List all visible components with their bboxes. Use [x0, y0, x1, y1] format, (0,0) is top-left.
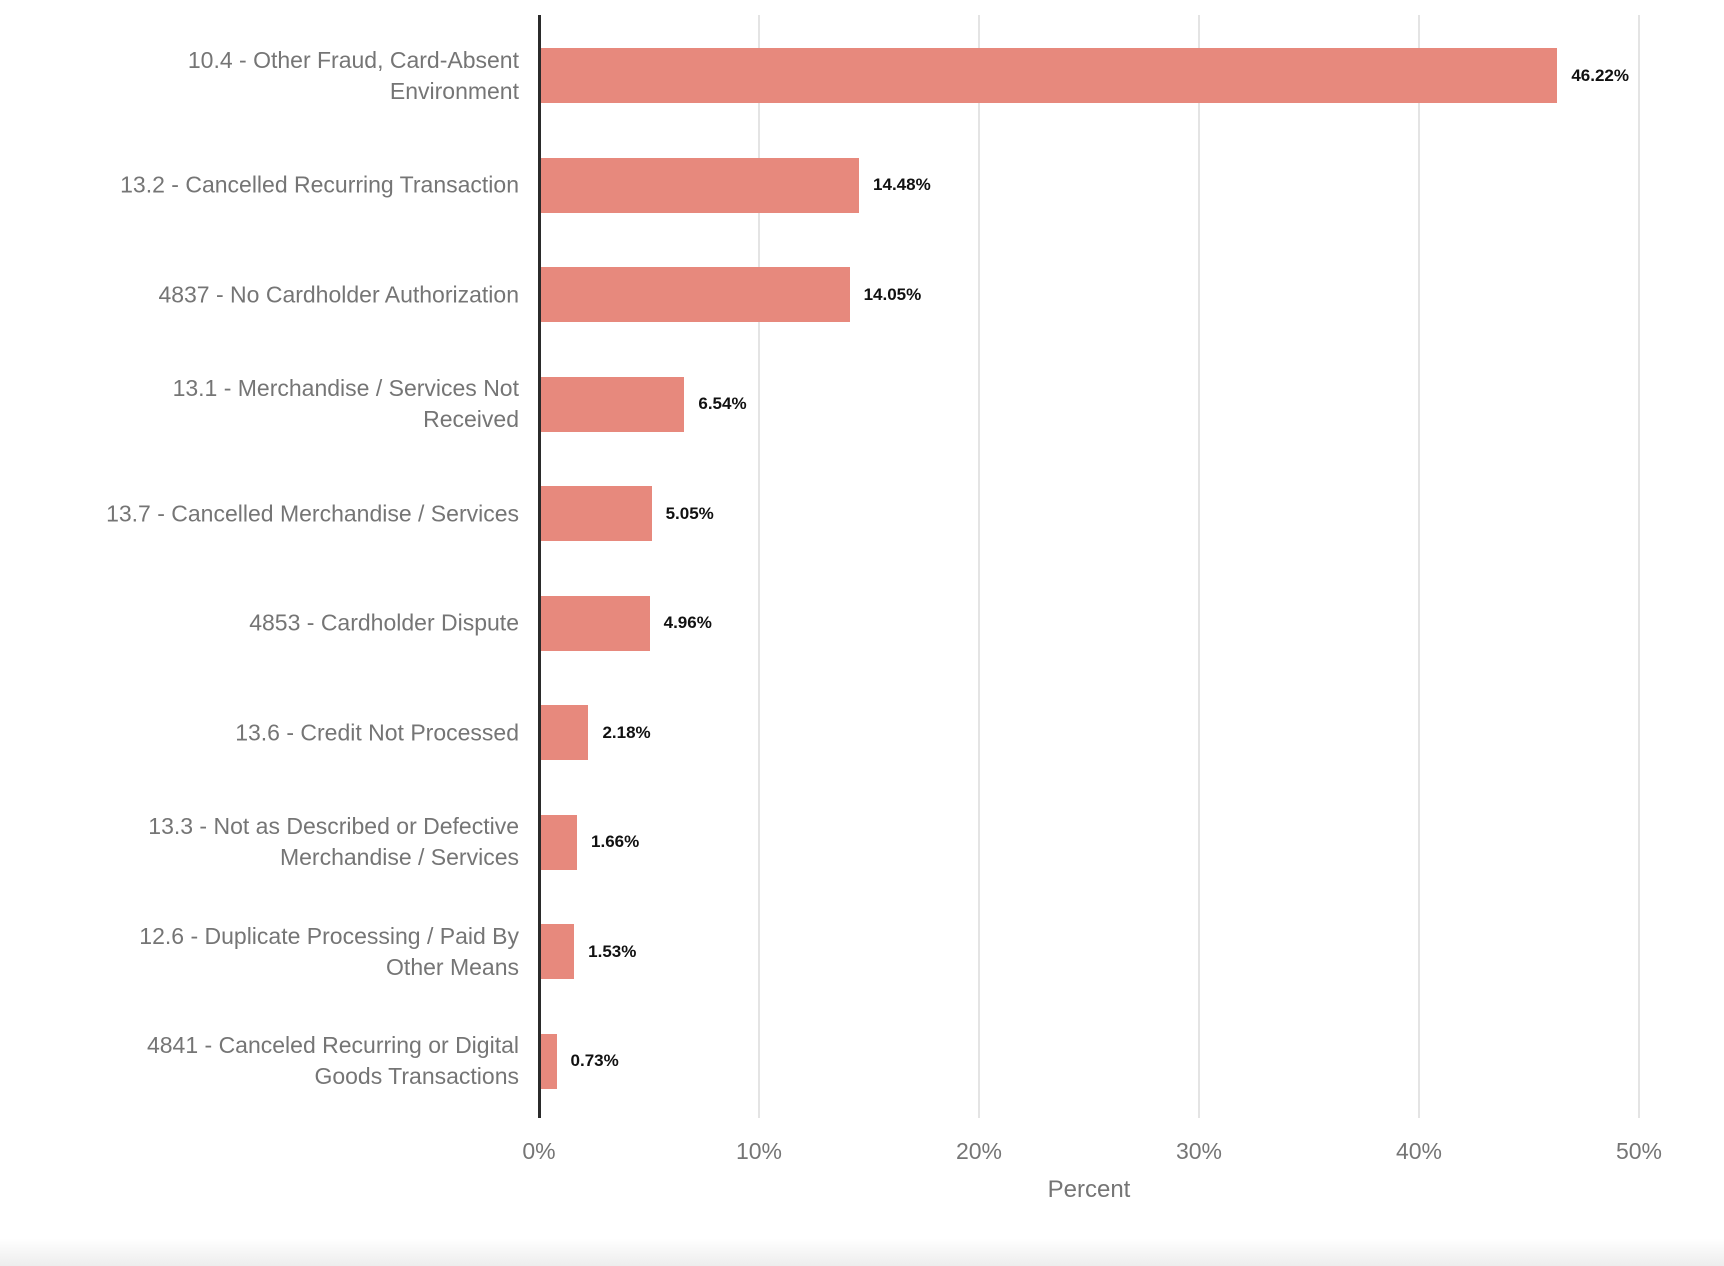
bar	[540, 486, 652, 541]
bar	[540, 376, 685, 432]
x-tick-label: 20%	[955, 1138, 1003, 1164]
x-gridline	[1638, 15, 1640, 1118]
category-label: 13.7 - Cancelled Merchandise / Services	[106, 500, 519, 526]
bar-value-label: 4.96%	[663, 613, 712, 632]
category-label: 13.1 - Merchandise / Services Not Receiv…	[172, 375, 519, 432]
x-tick-label: 50%	[1615, 1138, 1663, 1164]
category-label: 4837 - No Cardholder Authorization	[158, 281, 519, 307]
bar	[540, 157, 860, 213]
page-bottom-edge	[0, 1238, 1724, 1266]
category-label: 4841 - Canceled Recurring or Digital Goo…	[146, 1032, 519, 1089]
bar	[540, 267, 850, 322]
x-gridline	[978, 15, 980, 1118]
bar	[540, 814, 578, 870]
bar-value-label: 0.73%	[570, 1051, 619, 1070]
category-label: 4853 - Cardholder Dispute	[249, 609, 519, 636]
bar-value-label: 14.05%	[863, 284, 922, 304]
x-tick-label: 40%	[1395, 1138, 1443, 1164]
x-axis-title: Percent	[1047, 1176, 1131, 1203]
category-label: 10.4 - Other Fraud, Card-Absent Environm…	[187, 46, 519, 104]
bar	[540, 595, 650, 651]
bar-value-label: 6.54%	[698, 394, 747, 413]
x-tick-label: 30%	[1175, 1138, 1223, 1164]
y-axis-line	[537, 15, 541, 1118]
bar-value-label: 1.66%	[591, 832, 640, 851]
x-gridline	[758, 15, 760, 1118]
x-tick-label: 10%	[735, 1138, 783, 1164]
bar-value-label: 2.18%	[602, 722, 651, 742]
bar-value-label: 46.22%	[1571, 65, 1629, 85]
bar-value-label: 5.05%	[665, 503, 714, 523]
bar-value-label: 14.48%	[873, 175, 931, 194]
x-tick-label: 0%	[522, 1138, 556, 1164]
bar	[540, 48, 1558, 103]
x-gridline	[1418, 15, 1420, 1118]
category-label: 13.6 - Credit Not Processed	[235, 719, 519, 745]
category-label: 13.3 - Not as Described or Defective Mer…	[148, 813, 519, 870]
category-label: 13.2 - Cancelled Recurring Transaction	[120, 171, 519, 198]
bar	[540, 1033, 557, 1089]
bar	[540, 924, 575, 979]
bar	[540, 705, 589, 760]
x-gridline	[1198, 15, 1200, 1118]
bar-value-label: 1.53%	[588, 941, 637, 961]
category-label: 12.6 - Duplicate Processing / Paid By Ot…	[139, 922, 519, 980]
